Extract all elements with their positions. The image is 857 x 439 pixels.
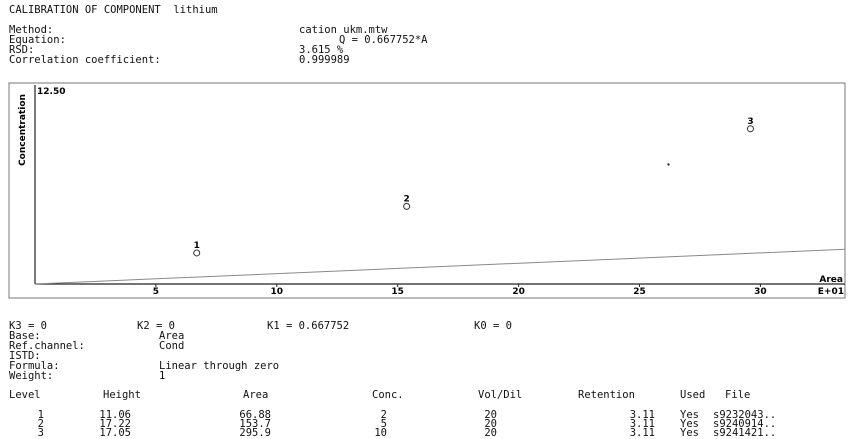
data-point bbox=[746, 125, 754, 133]
table-cell: 10 bbox=[374, 427, 387, 439]
table-cell: 17.22 bbox=[99, 418, 131, 430]
column-header: Height bbox=[103, 389, 141, 401]
table-cell: s9241421.. bbox=[713, 427, 777, 439]
correlation-value: 0.999989 bbox=[299, 54, 350, 66]
column-header: Conc. bbox=[372, 389, 404, 401]
table-cell: Yes bbox=[680, 418, 699, 430]
istd-label: ISTD: bbox=[9, 350, 41, 362]
equation-label: Equation: bbox=[9, 34, 66, 46]
formula-value: Linear through zero bbox=[159, 360, 280, 372]
table-cell: 5 bbox=[380, 418, 387, 430]
table-cell: 20 bbox=[484, 418, 497, 430]
table-cell: 2 bbox=[380, 409, 387, 421]
x-tick-label: 30 bbox=[754, 287, 767, 297]
rsd-label: RSD: bbox=[9, 44, 35, 56]
rsd-value: 3.615 % bbox=[299, 44, 344, 56]
refchannel-value: Cond bbox=[159, 340, 185, 352]
x-tick-group: 5 10 15 20 25 30 bbox=[153, 284, 767, 297]
k0-value: K0 = 0 bbox=[474, 320, 512, 332]
table-cell: 2 bbox=[37, 418, 44, 430]
table-cell: Yes bbox=[680, 427, 699, 439]
chart-frame bbox=[8, 82, 846, 299]
y-max-tick-label: 12.50 bbox=[37, 87, 65, 97]
fit-line bbox=[34, 248, 846, 285]
column-header: File bbox=[725, 389, 751, 401]
column-header: Vol/Dil bbox=[478, 389, 523, 401]
k3-value: K3 = 0 bbox=[9, 320, 47, 332]
page-title: CALIBRATION OF COMPONENT lithium bbox=[9, 4, 218, 16]
data-point-label: 1 bbox=[194, 241, 200, 251]
x-tick-label: 15 bbox=[391, 287, 404, 297]
table-cell: 66.88 bbox=[239, 409, 271, 421]
correlation-label: Correlation coefficient: bbox=[9, 54, 161, 66]
k1-value: K1 = 0.667752 bbox=[267, 320, 350, 332]
stray-point bbox=[667, 163, 670, 166]
table-cell: 3.11 bbox=[629, 427, 655, 439]
table-cell: 3 bbox=[37, 427, 44, 439]
y-axis-label: Concentration bbox=[18, 94, 28, 166]
table-cell: 17.05 bbox=[99, 427, 131, 439]
table-cell: 1 bbox=[37, 409, 44, 421]
x-tick-label: 25 bbox=[633, 287, 646, 297]
weight-value: 1 bbox=[159, 370, 166, 382]
points-group: 1 2 3 bbox=[193, 117, 754, 257]
formula-label: Formula: bbox=[9, 360, 60, 372]
data-point bbox=[403, 202, 411, 210]
x-tick-label: 20 bbox=[512, 287, 525, 297]
refchannel-label: Ref.channel: bbox=[9, 340, 85, 352]
x-tick-label: 10 bbox=[271, 287, 284, 297]
base-label: Base: bbox=[9, 330, 41, 342]
weight-label: Weight: bbox=[9, 370, 54, 382]
x-tick-label: 5 bbox=[153, 287, 159, 297]
x-axis-label: Area bbox=[819, 275, 843, 285]
x-exponent-label: E+01 bbox=[818, 287, 844, 297]
data-point bbox=[193, 249, 201, 257]
table-cell: s9240914.. bbox=[713, 418, 777, 430]
table-cell: 295.9 bbox=[239, 427, 271, 439]
column-header: Level bbox=[9, 389, 41, 401]
table-cell: Yes bbox=[680, 409, 699, 421]
table-cell: 3.11 bbox=[629, 409, 655, 421]
data-point-label: 2 bbox=[404, 194, 410, 204]
column-header: Retention bbox=[578, 389, 635, 401]
table-cell: 153.7 bbox=[239, 418, 271, 430]
table-cell: 20 bbox=[484, 427, 497, 439]
column-header: Area bbox=[243, 389, 269, 401]
method-value: cation ukm.mtw bbox=[299, 24, 388, 36]
table-cell: s9232043.. bbox=[713, 409, 777, 421]
data-point-label: 3 bbox=[747, 117, 753, 127]
equation-value: Q = 0.667752*A bbox=[339, 34, 428, 46]
table-cell: 3.11 bbox=[629, 418, 655, 430]
table-cell: 20 bbox=[484, 409, 497, 421]
table-cell: 11.06 bbox=[99, 409, 131, 421]
column-header: Used bbox=[680, 389, 706, 401]
base-value: Area bbox=[159, 330, 185, 342]
method-label: Method: bbox=[9, 24, 54, 36]
k2-value: K2 = 0 bbox=[137, 320, 175, 332]
